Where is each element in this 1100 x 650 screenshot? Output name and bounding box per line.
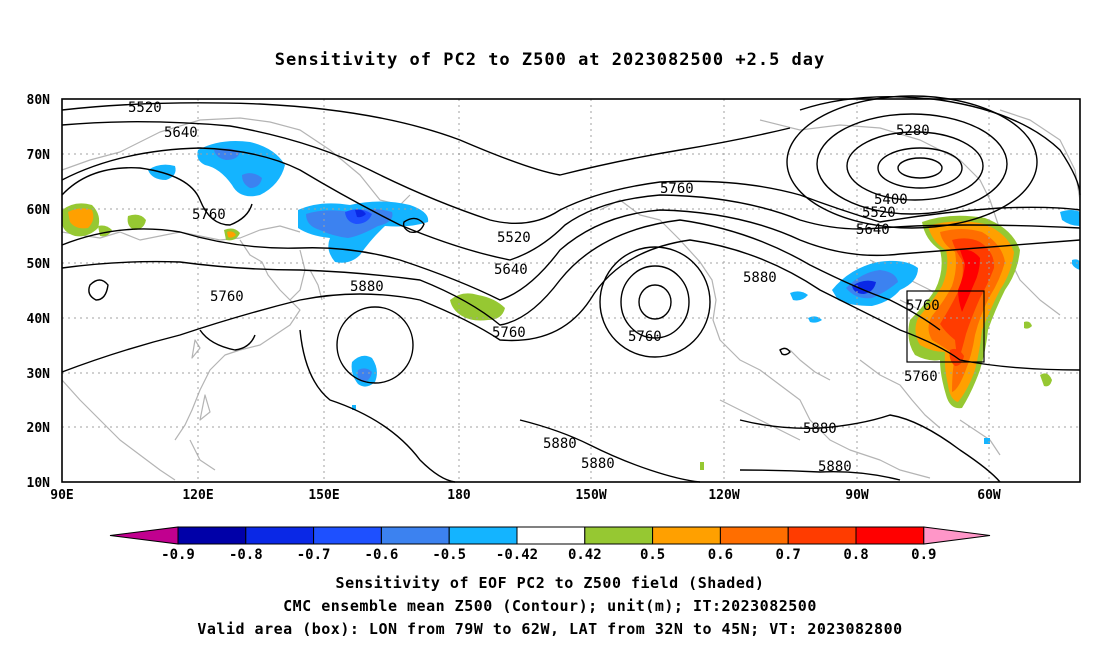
map-title: Sensitivity of PC2 to Z500 at 2023082500… <box>274 50 826 70</box>
lat-tick-label: 80N <box>27 93 51 108</box>
caption-contour: CMC ensemble mean Z500 (Contour); unit(m… <box>283 597 817 615</box>
map-frame <box>61 98 1081 483</box>
colorbar-cell <box>584 526 654 545</box>
colorbar-max-arrow <box>923 526 991 545</box>
sensitivity-shading <box>62 141 1080 470</box>
contour-label: 5880 <box>350 279 384 295</box>
contour-label: 5880 <box>581 456 615 472</box>
colorbar-cell <box>313 526 382 545</box>
contour-label: 5520 <box>128 100 162 116</box>
contour-label: 5640 <box>856 222 890 238</box>
lon-tick-labels: 90E 120E 150E 180 150W 120W 90W 60W <box>50 488 1001 503</box>
colorbar-cell <box>787 526 857 545</box>
valid-area-box <box>906 290 985 363</box>
contour-labels: 5520 5640 5760 5760 5880 5760 5760 5520 … <box>128 100 940 475</box>
lon-tick-label: 90W <box>845 488 869 503</box>
colorbar-cell <box>719 526 789 545</box>
caption-shaded: Sensitivity of EOF PC2 to Z500 field (Sh… <box>335 574 765 592</box>
lon-tick-label: 60W <box>977 488 1001 503</box>
colorbar-label: 0.9 <box>911 547 936 563</box>
colorbar-cell <box>245 526 315 545</box>
contour-label: 5880 <box>543 436 577 452</box>
lat-tick-label: 30N <box>27 367 51 382</box>
colorbar-cell <box>448 526 518 545</box>
sensitivity-map: 5520 5640 5760 5760 5880 5760 5760 5520 … <box>27 93 1081 503</box>
colorbar-label: -0.7 <box>297 547 331 563</box>
colorbar-cell <box>177 526 247 545</box>
lon-tick-label: 180 <box>447 488 471 503</box>
contour-label: 5760 <box>906 298 940 314</box>
lon-tick-label: 150E <box>308 488 339 503</box>
contour-label: 5880 <box>803 421 837 437</box>
contour-label: 5760 <box>628 329 662 345</box>
contour-label: 5880 <box>818 459 852 475</box>
colorbar-cell <box>652 526 721 545</box>
colorbar-cell <box>855 526 925 545</box>
lon-tick-label: 150W <box>575 488 606 503</box>
caption-valid-area: Valid area (box): LON from 79W to 62W, L… <box>197 620 903 638</box>
colorbar-label: 0.42 <box>568 547 602 563</box>
lat-tick-label: 20N <box>27 421 51 436</box>
lon-tick-label: 120W <box>708 488 739 503</box>
colorbar-label: 0.7 <box>776 547 801 563</box>
lat-tick-label: 50N <box>27 257 51 272</box>
colorbar-min-arrow <box>109 526 179 545</box>
lat-tick-label: 60N <box>27 203 51 218</box>
colorbar-label: 0.5 <box>640 547 665 563</box>
colorbar-label: -0.8 <box>229 547 263 563</box>
colorbar-label: -0.5 <box>432 547 466 563</box>
contour-label: 5280 <box>896 123 930 139</box>
colorbar-label: -0.6 <box>365 547 399 563</box>
contour-label: 5760 <box>192 207 226 223</box>
colorbar-cell <box>516 526 586 545</box>
colorbar-label: -0.9 <box>161 547 195 563</box>
colorbar-cell <box>380 526 450 545</box>
contour-label: 5640 <box>494 262 528 278</box>
contour-label: 5760 <box>660 181 694 197</box>
lat-tick-label: 70N <box>27 148 51 163</box>
lat-tick-label: 40N <box>27 312 51 327</box>
lon-tick-label: 120E <box>182 488 213 503</box>
colorbar: -0.9 -0.8 -0.7 -0.6 -0.5 -0.42 0.42 0.5 0.6 0.7 0.… <box>109 526 991 563</box>
contour-label: 5520 <box>862 205 896 221</box>
lat-tick-labels: 80N 70N 60N 50N 40N 30N 20N 10N <box>27 93 51 491</box>
colorbar-label: -0.42 <box>496 547 538 563</box>
contour-label: 5640 <box>164 125 198 141</box>
colorbar-label: 0.6 <box>708 547 733 563</box>
lat-tick-label: 10N <box>27 476 51 491</box>
contour-label: 5520 <box>497 230 531 246</box>
lon-tick-label: 90E <box>50 488 73 503</box>
contour-label: 5880 <box>743 270 777 286</box>
contour-label: 5760 <box>904 369 938 385</box>
contour-label: 5760 <box>492 325 526 341</box>
colorbar-label: 0.8 <box>843 547 868 563</box>
contour-label: 5760 <box>210 289 244 305</box>
z500-contours <box>61 95 1081 483</box>
contour-label: 5400 <box>874 192 908 208</box>
